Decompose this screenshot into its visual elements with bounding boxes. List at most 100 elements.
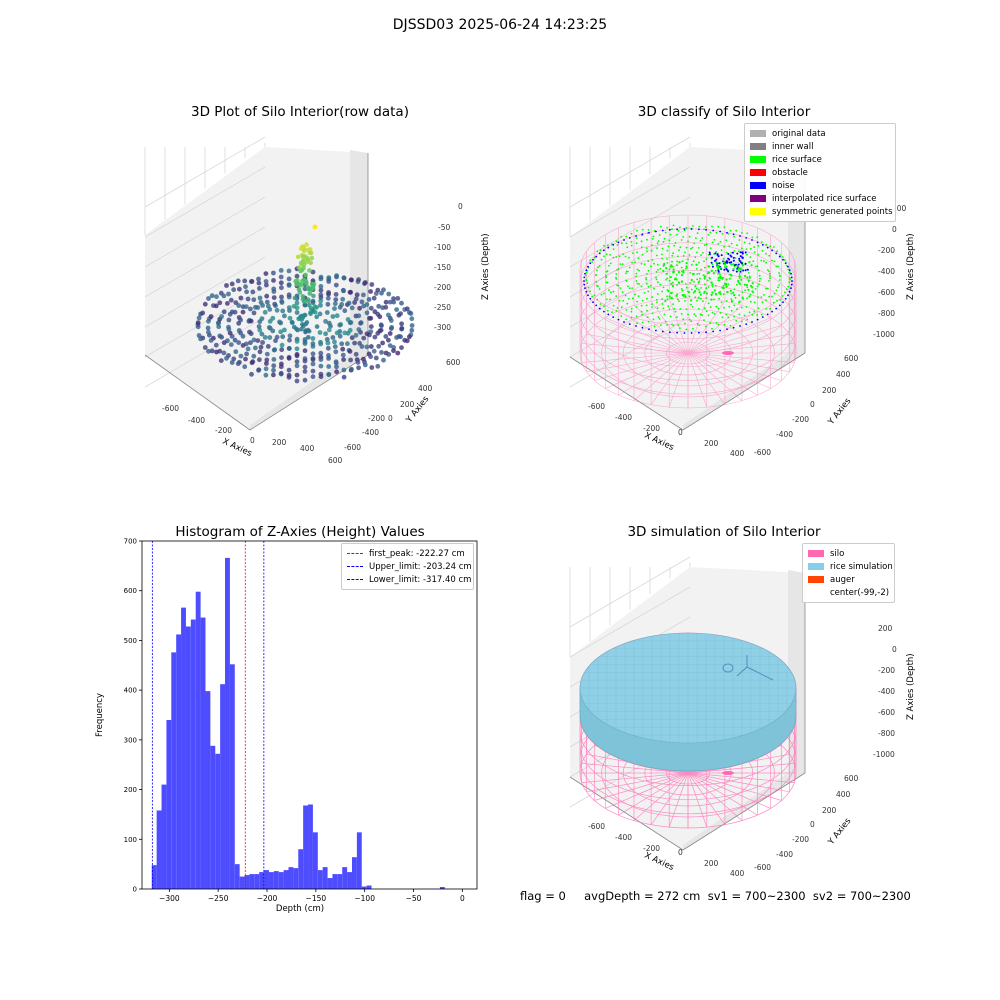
rice-surface-point: [673, 307, 676, 310]
data-point: [263, 271, 269, 276]
data-point: [206, 348, 211, 354]
noise-point: [676, 228, 678, 231]
rice-surface-point: [713, 298, 715, 301]
data-point: [376, 303, 382, 309]
p2-ytick: 0: [810, 400, 815, 409]
p4-ztick: -800: [878, 729, 895, 738]
rice-surface-point: [719, 273, 721, 276]
panel2-y-ticks: 600 400 200 0 -200 -400 -600: [754, 354, 859, 457]
data-point: [302, 377, 308, 383]
histogram-bar: [283, 870, 289, 889]
rice-surface-point: [635, 275, 637, 278]
rice-surface-point: [640, 262, 643, 265]
rice-surface-point: [717, 307, 720, 310]
rice-surface-point: [653, 287, 655, 290]
data-point: [318, 302, 323, 308]
legend-item: noise: [750, 179, 890, 192]
p2-zlabel: Z Axies (Depth): [906, 233, 916, 300]
data-point: [214, 349, 219, 355]
data-point: [373, 355, 379, 361]
rice-surface-point: [748, 311, 751, 314]
rice-surface-point: [666, 298, 669, 301]
rice-surface-point: [765, 299, 767, 302]
histogram-bar: [244, 875, 250, 889]
legend-item: first_peak: -222.27 cm: [347, 547, 468, 560]
rice-surface-point: [646, 309, 648, 312]
rice-surface-point: [693, 290, 696, 293]
data-point: [294, 282, 299, 287]
data-point: [391, 348, 396, 354]
rice-surface-point: [618, 255, 621, 258]
data-point: [286, 374, 292, 380]
histogram-bar: [215, 753, 221, 889]
rice-surface-point: [599, 249, 602, 251]
data-point: [368, 289, 373, 294]
x-tick-label: −50: [406, 894, 422, 903]
rice-surface-point: [787, 285, 790, 288]
rice-surface-point: [720, 301, 723, 304]
rice-surface-point: [631, 297, 634, 300]
rice-surface-point: [596, 284, 598, 287]
data-point: [263, 279, 269, 284]
noise-point: [683, 332, 686, 334]
rice-surface-point: [749, 284, 753, 287]
data-point: [323, 331, 328, 337]
data-point: [286, 305, 292, 310]
rice-surface-point: [630, 310, 633, 313]
noise-point: [791, 280, 793, 282]
data-point: [395, 296, 401, 301]
noise-point: [727, 270, 730, 273]
histogram-bar: [278, 872, 284, 889]
rice-surface-point: [732, 268, 735, 271]
data-point: [318, 287, 324, 293]
data-point: [236, 340, 242, 345]
data-point: [227, 330, 233, 336]
rice-surface-point: [635, 315, 638, 318]
noise-point: [782, 301, 784, 304]
rice-surface-point: [703, 260, 705, 263]
histogram-bar: [322, 867, 328, 889]
rice-surface-point: [618, 299, 621, 302]
data-point: [332, 344, 338, 349]
data-point: [295, 327, 300, 333]
data-point: [271, 278, 276, 283]
rice-surface-point: [658, 234, 661, 236]
data-point: [302, 364, 308, 370]
status-line: flag = 0 avgDepth = 272 cm sv1 = 700~230…: [520, 889, 911, 903]
rice-surface-point: [728, 278, 731, 280]
noise-point: [690, 332, 693, 334]
data-point: [394, 335, 399, 340]
data-point: [294, 353, 300, 359]
noise-point: [661, 229, 664, 232]
noise-point: [711, 256, 714, 259]
rice-surface-point: [627, 285, 629, 288]
rice-surface-point: [723, 323, 726, 326]
rice-surface-point: [682, 255, 685, 257]
noise-point: [712, 330, 715, 333]
silo-spoke: [687, 325, 782, 354]
noise-point: [739, 325, 741, 327]
data-point: [282, 313, 287, 319]
rice-surface-point: [659, 225, 662, 228]
noise-point: [595, 255, 598, 258]
rice-surface-point: [634, 293, 636, 296]
rice-surface-point: [699, 293, 702, 296]
panel2-title: 3D classify of Silo Interior: [637, 104, 811, 120]
rice-surface-point: [670, 282, 673, 285]
histogram-bar: [225, 557, 230, 889]
noise-point: [746, 268, 749, 271]
rice-surface-point: [641, 228, 644, 231]
data-point: [300, 254, 306, 259]
noise-point: [648, 328, 650, 331]
data-point: [202, 345, 208, 350]
data-point: [274, 307, 280, 313]
p4-xtick: -200: [643, 844, 660, 853]
rice-surface-point: [624, 294, 627, 297]
data-point: [368, 344, 374, 349]
rice-surface-point: [771, 259, 773, 262]
rice-surface-point: [750, 264, 753, 267]
rice-surface-point: [598, 288, 601, 290]
data-point: [232, 337, 238, 343]
rice-surface-point: [685, 283, 687, 285]
noise-point: [713, 259, 716, 262]
